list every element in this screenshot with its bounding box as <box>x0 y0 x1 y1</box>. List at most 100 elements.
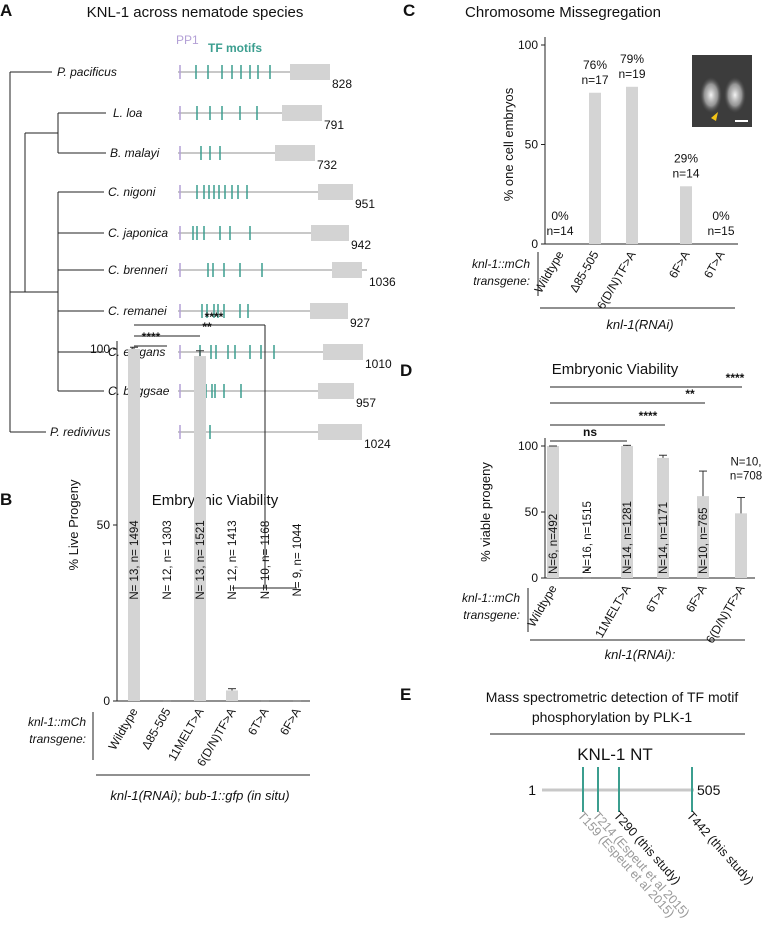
species-name: B. malayi <box>110 146 160 160</box>
bar-label: N=14, n=1281 <box>622 501 634 574</box>
x-tick-label: 6F>A <box>666 249 693 281</box>
protein-domain <box>332 262 362 278</box>
y-tick-label: 50 <box>525 505 539 519</box>
bar-label: N=14, n=1171 <box>658 502 670 574</box>
significance-label: **** <box>205 310 224 324</box>
protein-length: 828 <box>332 77 352 91</box>
bar-label: N=10, n=765 <box>698 507 710 574</box>
bar-label: N= 13, n= 1494 <box>129 520 141 600</box>
y-tick-label: 50 <box>97 518 111 532</box>
x-tick-label: 6T>A <box>643 583 670 615</box>
panel-title: Mass spectrometric detection of TF motif <box>486 689 739 705</box>
inset-micrograph <box>692 55 752 127</box>
protein-domain <box>318 424 362 440</box>
y-tick-label: 0 <box>531 571 538 585</box>
value-label: 0% <box>712 209 730 223</box>
panel-letter: D <box>400 361 412 380</box>
species-name: P. redivivus <box>50 425 110 439</box>
x-tick-label: Δ85-505 <box>139 705 174 752</box>
bar <box>194 356 206 701</box>
bar-label: N=16, n=1515 <box>582 501 594 574</box>
row-label: transgene: <box>29 732 86 746</box>
y-axis-label: % viable progeny <box>478 462 493 562</box>
tf-label: TF motifs <box>208 41 262 55</box>
chart-title: Embryonic Viability <box>152 492 279 509</box>
bar <box>547 446 559 578</box>
y-axis-label: % Live Progeny <box>66 479 81 571</box>
bar <box>589 92 601 244</box>
protein-domain <box>318 383 354 399</box>
group-label: knl-1(RNAi): <box>605 647 676 662</box>
protein-domain <box>290 64 330 80</box>
significance-label: ns <box>583 425 597 439</box>
bar <box>226 690 238 701</box>
protein-domain <box>318 184 353 200</box>
protein-length: 957 <box>356 396 376 410</box>
protein-domain <box>275 145 315 161</box>
x-tick-label: 6(D/N)TF>A <box>594 249 639 312</box>
row-label: knl-1::mCh <box>28 715 86 729</box>
y-tick-label: 100 <box>518 439 538 453</box>
bar <box>621 446 633 578</box>
protein-length: 791 <box>324 118 344 132</box>
bar <box>735 513 747 578</box>
panel-letter: A <box>0 1 12 20</box>
bar <box>657 457 669 578</box>
row-label: transgene: <box>473 274 530 288</box>
x-tick-label: 6F>A <box>277 706 304 738</box>
y-axis-label: % one cell embryos <box>501 87 516 201</box>
species-name: C. japonica <box>108 226 168 240</box>
y-tick-label: 100 <box>518 38 538 52</box>
protein-length: 732 <box>317 158 337 172</box>
x-tick-label: 6T>A <box>701 249 728 281</box>
panel-title: phosphorylation by PLK-1 <box>532 709 693 725</box>
species-name: P. pacificus <box>57 65 117 79</box>
species-name: C. remanei <box>108 304 167 318</box>
y-tick-label: 0 <box>531 237 538 251</box>
bar-label: N=10, <box>730 456 761 468</box>
bar-label: n=708 <box>730 470 762 482</box>
chart-title: Embryonic Viability <box>552 361 679 378</box>
pp1-label: PP1 <box>176 33 199 47</box>
x-tick-label: 11MELT>A <box>592 583 633 641</box>
significance-label: **** <box>142 330 161 344</box>
bar <box>680 186 692 244</box>
group-label: knl-1(RNAi); bub-1::gfp (in situ) <box>110 788 289 803</box>
row-label: knl-1::mCh <box>472 257 530 271</box>
chart-title: Chromosome Missegregation <box>465 4 661 21</box>
n-label: n=14 <box>672 166 699 180</box>
significance-label: **** <box>639 409 658 423</box>
end-label: 505 <box>697 782 721 798</box>
protein-length: 1010 <box>365 357 392 371</box>
bar-label: N= 13, n= 1521 <box>195 520 207 599</box>
protein-length: 927 <box>350 316 370 330</box>
x-tick-label: Wildtype <box>105 705 140 752</box>
start-label: 1 <box>528 782 536 798</box>
significance-label: **** <box>726 371 745 385</box>
value-label: 0% <box>551 209 569 223</box>
protein-name: KNL-1 NT <box>577 745 653 764</box>
value-label: 29% <box>674 151 698 165</box>
protein-length: 951 <box>355 197 375 211</box>
n-label: n=14 <box>546 224 573 238</box>
species-name: C. nigoni <box>108 185 156 199</box>
group-label: knl-1(RNAi) <box>606 317 673 332</box>
x-tick-label: 6F>A <box>683 583 710 615</box>
bar <box>697 496 709 578</box>
bar-label: N= 12, n= 1413 <box>227 520 239 599</box>
protein-length: 1036 <box>369 275 396 289</box>
y-tick-label: 50 <box>525 138 539 152</box>
x-tick-label: 6(D/N)TF>A <box>703 583 748 646</box>
panel-letter: B <box>0 490 12 509</box>
panel-letter: C <box>403 1 415 20</box>
protein-domain <box>310 303 348 319</box>
protein-domain <box>311 225 349 241</box>
row-label: knl-1::mCh <box>462 591 520 605</box>
value-label: 79% <box>620 52 644 66</box>
species-name: C. brenneri <box>108 263 168 277</box>
bar <box>128 349 140 701</box>
y-tick-label: 0 <box>103 694 110 708</box>
protein-length: 1024 <box>364 437 391 451</box>
x-tick-label: Δ85-505 <box>567 248 602 295</box>
